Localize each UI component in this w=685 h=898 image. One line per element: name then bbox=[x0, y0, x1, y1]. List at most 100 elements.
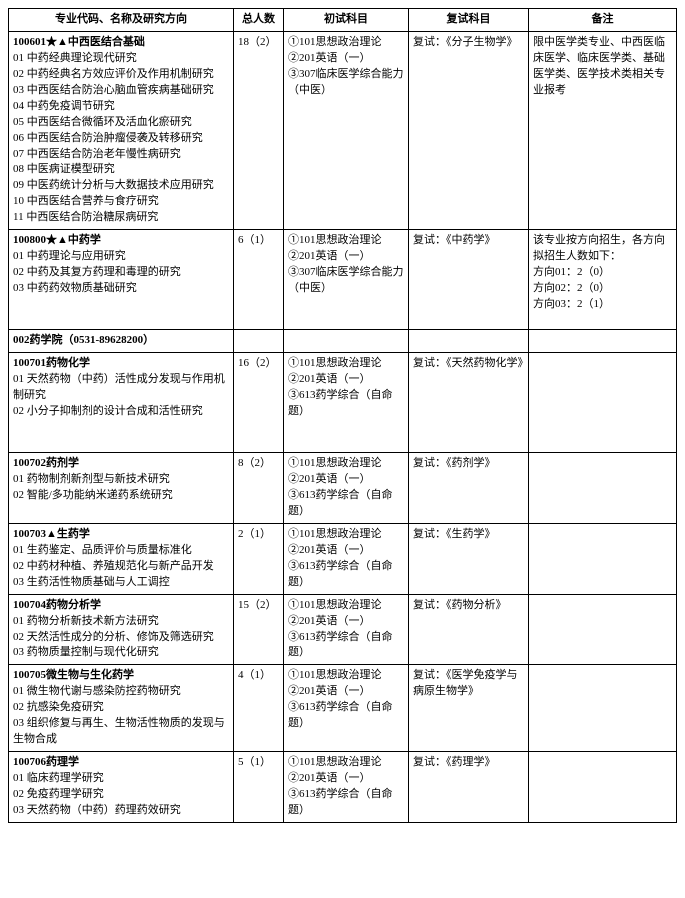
admissions-table: 专业代码、名称及研究方向 总人数 初试科目 复试科目 备注 100601★▲中西… bbox=[8, 8, 677, 823]
section-row: 002药学院（0531-89628200） bbox=[9, 330, 677, 353]
direction-item: 02 智能/多功能纳米递药系统研究 bbox=[13, 488, 229, 504]
major-cell: 100601★▲中西医结合基础 01 中药经典理论现代研究02 中药经典名方效应评… bbox=[9, 31, 234, 229]
direction-item: 08 中医病证模型研究 bbox=[13, 162, 229, 178]
header-note: 备注 bbox=[529, 9, 677, 32]
subject-line: ①101思想政治理论 bbox=[288, 233, 404, 249]
major-title: 100702药剂学 bbox=[13, 457, 79, 469]
subject-line: ③613药学综合（自命题） bbox=[288, 488, 404, 520]
second-exam-cell: 复试：《药剂学》 bbox=[409, 453, 529, 524]
direction-item: 03 中药药效物质基础研究 bbox=[13, 281, 229, 297]
section-empty bbox=[529, 330, 677, 353]
subject-line: ②201英语（一） bbox=[288, 372, 404, 388]
major-title: 100601★▲中西医结合基础 bbox=[13, 36, 145, 48]
direction-item: 01 生药鉴定、品质评价与质量标准化 bbox=[13, 543, 229, 559]
subject-line: ②201英语（一） bbox=[288, 684, 404, 700]
direction-item: 02 抗感染免疫研究 bbox=[13, 700, 229, 716]
note-cell bbox=[529, 594, 677, 665]
table-body: 100601★▲中西医结合基础 01 中药经典理论现代研究02 中药经典名方效应评… bbox=[9, 31, 677, 822]
table-row: 100703▲生药学 01 生药鉴定、品质评价与质量标准化02 中药材种植、养殖规… bbox=[9, 523, 677, 594]
subject-line: ①101思想政治理论 bbox=[288, 755, 404, 771]
count-cell: 6（1） bbox=[234, 230, 284, 330]
direction-item: 03 药物质量控制与现代化研究 bbox=[13, 645, 229, 661]
note-line: 该专业按方向招生，各方向拟招生人数如下： bbox=[533, 233, 672, 265]
major-title: 100703▲生药学 bbox=[13, 528, 90, 540]
direction-item: 10 中西医结合营养与食疗研究 bbox=[13, 194, 229, 210]
second-exam-cell: 复试：《药理学》 bbox=[409, 752, 529, 823]
second-exam-cell: 复试：《药物分析》 bbox=[409, 594, 529, 665]
note-cell: 限中医学类专业、中西医临床医学、临床医学类、基础医学类、医学技术类相关专业报考 bbox=[529, 31, 677, 229]
subject-line: ②201英语（一） bbox=[288, 771, 404, 787]
direction-item: 02 中药经典名方效应评价及作用机制研究 bbox=[13, 67, 229, 83]
subject-line: ②201英语（一） bbox=[288, 472, 404, 488]
count-cell: 15（2） bbox=[234, 594, 284, 665]
header-first-exam: 初试科目 bbox=[284, 9, 409, 32]
note-line: 方向01：2（0） bbox=[533, 265, 672, 281]
note-cell bbox=[529, 353, 677, 453]
first-exam-cell: ①101思想政治理论②201英语（一）③307临床医学综合能力（中医） bbox=[284, 31, 409, 229]
first-exam-cell: ①101思想政治理论②201英语（一）③613药学综合（自命题） bbox=[284, 665, 409, 752]
major-cell: 100703▲生药学 01 生药鉴定、品质评价与质量标准化02 中药材种植、养殖规… bbox=[9, 523, 234, 594]
subject-line: ③307临床医学综合能力（中医） bbox=[288, 265, 404, 297]
major-title: 100705微生物与生化药学 bbox=[13, 669, 134, 681]
table-row: 100706药理学01 临床药理学研究02 免疫药理学研究03 天然药物（中药）… bbox=[9, 752, 677, 823]
direction-item: 02 小分子抑制剂的设计合成和活性研究 bbox=[13, 404, 229, 420]
subject-line: ①101思想政治理论 bbox=[288, 356, 404, 372]
section-label: 002药学院（0531-89628200） bbox=[9, 330, 234, 353]
subject-line: ①101思想政治理论 bbox=[288, 35, 404, 51]
subject-line: ②201英语（一） bbox=[288, 543, 404, 559]
direction-item: 06 中西医结合防治肿瘤侵袭及转移研究 bbox=[13, 131, 229, 147]
direction-item: 09 中医药统计分析与大数据技术应用研究 bbox=[13, 178, 229, 194]
table-row: 100702药剂学 01 药物制剂新剂型与新技术研究02 智能/多功能纳米递药系统… bbox=[9, 453, 677, 524]
subject-line: ①101思想政治理论 bbox=[288, 456, 404, 472]
major-cell: 100701药物化学01 天然药物（中药）活性成分发现与作用机制研究02 小分子… bbox=[9, 353, 234, 453]
second-exam-cell: 复试：《医学免疫学与病原生物学》 bbox=[409, 665, 529, 752]
first-exam-cell: ①101思想政治理论②201英语（一）③613药学综合（自命题） bbox=[284, 453, 409, 524]
direction-item: 11 中西医结合防治糖尿病研究 bbox=[13, 210, 229, 226]
major-title: 100800★▲中药学 bbox=[13, 234, 101, 246]
major-cell: 100706药理学01 临床药理学研究02 免疫药理学研究03 天然药物（中药）… bbox=[9, 752, 234, 823]
first-exam-cell: ①101思想政治理论②201英语（一）③613药学综合（自命题） bbox=[284, 523, 409, 594]
first-exam-cell: ①101思想政治理论②201英语（一）③613药学综合（自命题） bbox=[284, 353, 409, 453]
table-row: 100800★▲中药学01 中药理论与应用研究02 中药及其复方药理和毒理的研究… bbox=[9, 230, 677, 330]
table-row: 100701药物化学01 天然药物（中药）活性成分发现与作用机制研究02 小分子… bbox=[9, 353, 677, 453]
note-cell bbox=[529, 523, 677, 594]
direction-item: 05 中西医结合微循环及活血化瘀研究 bbox=[13, 115, 229, 131]
direction-item: 01 药物制剂新剂型与新技术研究 bbox=[13, 472, 229, 488]
subject-line: ②201英语（一） bbox=[288, 249, 404, 265]
second-exam-cell: 复试：《分子生物学》 bbox=[409, 31, 529, 229]
first-exam-cell: ①101思想政治理论②201英语（一）③307临床医学综合能力（中医） bbox=[284, 230, 409, 330]
table-row: 100601★▲中西医结合基础 01 中药经典理论现代研究02 中药经典名方效应评… bbox=[9, 31, 677, 229]
direction-item: 03 生药活性物质基础与人工调控 bbox=[13, 575, 229, 591]
major-cell: 100702药剂学 01 药物制剂新剂型与新技术研究02 智能/多功能纳米递药系统… bbox=[9, 453, 234, 524]
major-title: 100701药物化学 bbox=[13, 357, 90, 369]
direction-item: 02 中药材种植、养殖规范化与新产品开发 bbox=[13, 559, 229, 575]
count-cell: 4（1） bbox=[234, 665, 284, 752]
subject-line: ③307临床医学综合能力（中医） bbox=[288, 67, 404, 99]
second-exam-cell: 复试：《中药学》 bbox=[409, 230, 529, 330]
subject-line: ③613药学综合（自命题） bbox=[288, 559, 404, 591]
subject-line: ③613药学综合（自命题） bbox=[288, 700, 404, 732]
section-empty bbox=[234, 330, 284, 353]
note-cell bbox=[529, 752, 677, 823]
first-exam-cell: ①101思想政治理论②201英语（一）③613药学综合（自命题） bbox=[284, 594, 409, 665]
table-header-row: 专业代码、名称及研究方向 总人数 初试科目 复试科目 备注 bbox=[9, 9, 677, 32]
major-cell: 100704药物分析学01 药物分析新技术新方法研究02 天然活性成分的分析、修… bbox=[9, 594, 234, 665]
note-line: 方向03：2（1） bbox=[533, 297, 672, 313]
subject-line: ③613药学综合（自命题） bbox=[288, 787, 404, 819]
subject-line: ③613药学综合（自命题） bbox=[288, 388, 404, 420]
subject-line: ③613药学综合（自命题） bbox=[288, 630, 404, 662]
count-cell: 2（1） bbox=[234, 523, 284, 594]
section-empty bbox=[284, 330, 409, 353]
direction-item: 01 中药经典理论现代研究 bbox=[13, 51, 229, 67]
major-cell: 100800★▲中药学01 中药理论与应用研究02 中药及其复方药理和毒理的研究… bbox=[9, 230, 234, 330]
count-cell: 5（1） bbox=[234, 752, 284, 823]
direction-item: 03 中西医结合防治心脑血管疾病基础研究 bbox=[13, 83, 229, 99]
note-cell bbox=[529, 453, 677, 524]
direction-item: 03 组织修复与再生、生物活性物质的发现与生物合成 bbox=[13, 716, 229, 748]
count-cell: 8（2） bbox=[234, 453, 284, 524]
note-line: 方向02：2（0） bbox=[533, 281, 672, 297]
major-title: 100704药物分析学 bbox=[13, 599, 101, 611]
note-line: 限中医学类专业、中西医临床医学、临床医学类、基础医学类、医学技术类相关专业报考 bbox=[533, 35, 672, 99]
header-count: 总人数 bbox=[234, 9, 284, 32]
direction-item: 02 免疫药理学研究 bbox=[13, 787, 229, 803]
